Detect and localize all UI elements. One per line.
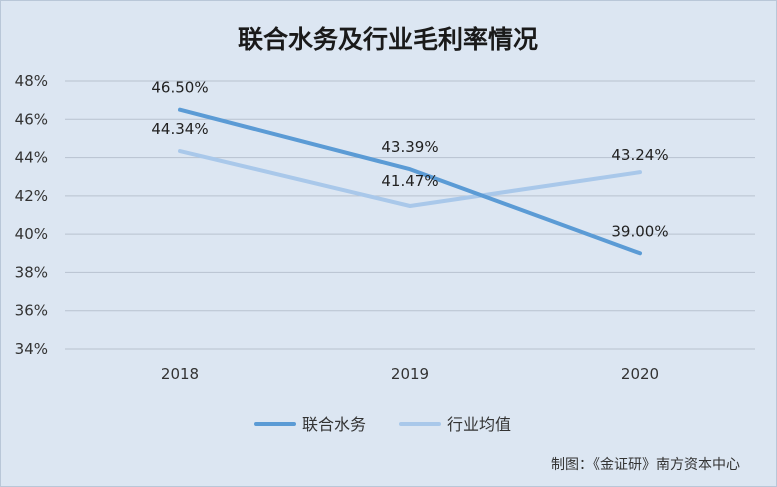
y-tick-label: 48% — [15, 72, 48, 90]
y-tick-label: 44% — [15, 149, 48, 167]
data-label: 43.39% — [381, 138, 438, 156]
y-tick-label: 40% — [15, 225, 48, 243]
gridlines — [65, 80, 755, 350]
chart-title: 联合水务及行业毛利率情况 — [238, 25, 538, 54]
data-label: 39.00% — [611, 222, 668, 240]
data-labels: 46.50% 43.39% 39.00% 44.34% 41.47% 43.24% — [151, 79, 668, 241]
y-tick-label: 34% — [15, 340, 48, 358]
legend: 联合水务 行业均值 — [254, 415, 511, 434]
series-line-1 — [178, 149, 642, 209]
data-label: 46.50% — [151, 79, 208, 97]
x-tick-label: 2018 — [161, 365, 199, 383]
y-tick-label: 42% — [15, 187, 48, 205]
series-line-0 — [178, 107, 642, 256]
credit-text: 制图：《金证研》南方资本中心 — [551, 457, 740, 473]
x-axis-ticks: 2018 2019 2020 — [161, 365, 659, 383]
series-lines — [178, 107, 642, 256]
y-tick-label: 46% — [15, 110, 48, 128]
data-label: 41.47% — [381, 172, 438, 190]
data-label: 44.34% — [151, 120, 208, 138]
x-tick-label: 2020 — [621, 365, 659, 383]
legend-label: 联合水务 — [302, 415, 366, 434]
y-tick-label: 36% — [15, 302, 48, 320]
x-tick-label: 2019 — [391, 365, 429, 383]
legend-label: 行业均值 — [447, 415, 511, 434]
y-axis-ticks: 34% 36% 38% 40% 42% 44% 46% 48% — [15, 72, 48, 358]
y-tick-label: 38% — [15, 263, 48, 281]
data-label: 43.24% — [611, 146, 668, 164]
